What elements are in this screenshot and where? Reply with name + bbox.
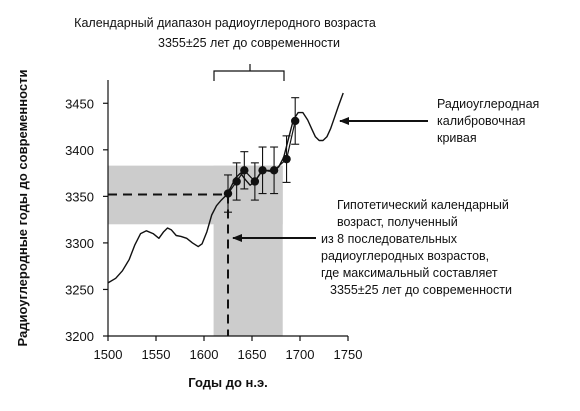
y-tick-label: 3250 (65, 282, 94, 297)
y-tick-label: 3350 (65, 189, 94, 204)
chart-title-line-2: 3355±25 лет до современности (158, 36, 340, 50)
measurement-point (269, 166, 279, 175)
hypothesis-line-6: 3355±25 лет до современности (330, 283, 512, 297)
hypothesis-line-1: Гипотетический календарный (337, 198, 509, 212)
measurement-point (258, 166, 267, 175)
y-tick-label: 3300 (65, 236, 94, 251)
vertical-shaded-band (213, 165, 283, 336)
y-tick-label: 3450 (65, 96, 94, 111)
x-tick-label: 1700 (286, 347, 315, 362)
measurement-point (240, 166, 249, 175)
hypothesis-line-4: радиоуглеродных возрастов, (321, 249, 489, 263)
curve-label-line-2: калибровочная (437, 114, 525, 128)
measurement-point (223, 189, 233, 198)
calendar-range-bracket (213, 64, 285, 81)
x-tick-label: 1500 (94, 347, 123, 362)
y-tick-label: 3200 (65, 329, 94, 344)
measurement-point (250, 177, 260, 186)
measurement-point (282, 154, 291, 164)
measurement-point (291, 116, 300, 126)
curve-label-line-3: кривая (437, 131, 477, 145)
y-tick-label: 3400 (65, 143, 94, 158)
y-axis-label: Радиоуглеродные годы до современности (15, 69, 30, 346)
x-tick-label: 1650 (238, 347, 267, 362)
hypothesis-line-3: из 8 последовательных (321, 232, 458, 246)
plot-area: 3200 3250 3300 3350 3400 3450 1500 1550 1600 1650… (65, 80, 362, 362)
x-tick-label: 1600 (190, 347, 219, 362)
hypothesis-line-2: возраст, полученный (337, 215, 458, 229)
x-axis-label: Годы до н.э. (188, 375, 268, 390)
measurement-point (232, 177, 241, 186)
x-tick-label: 1550 (142, 347, 171, 362)
hypothesis-line-5: где максимальный составляет (321, 266, 498, 280)
chart-title-line-1: Календарный диапазон радиоуглеродного во… (74, 16, 376, 30)
x-tick-label: 1750 (334, 347, 363, 362)
curve-label-line-1: Радиоуглеродная (437, 97, 539, 111)
